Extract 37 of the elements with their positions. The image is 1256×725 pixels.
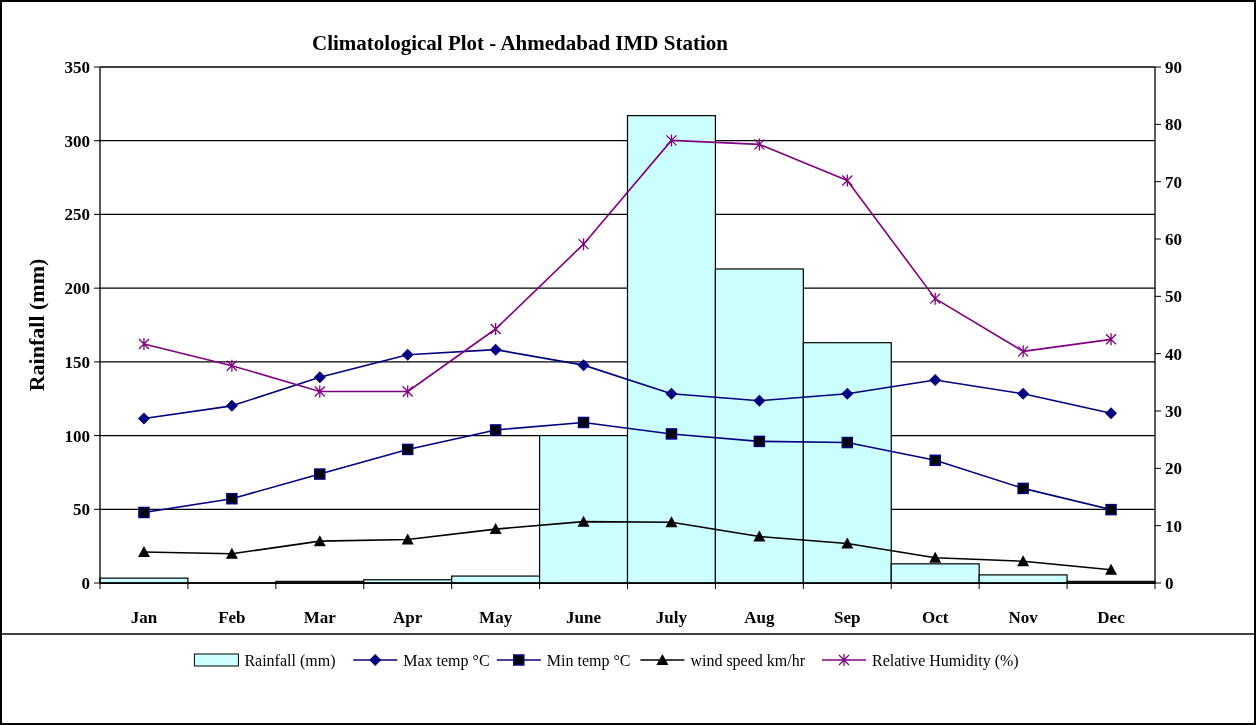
y2-tick-label: 10	[1165, 516, 1182, 536]
x-tick-label: Sep	[834, 608, 861, 627]
x-tick-label: Dec	[1097, 608, 1126, 627]
legend-label: Relative Humidity (%)	[872, 651, 1019, 670]
x-tick-label: Apr	[393, 608, 423, 627]
legend-label: wind speed km/hr	[690, 651, 806, 670]
y2-tick-label: 70	[1165, 172, 1182, 192]
y-tick-label: 50	[73, 500, 90, 520]
legend-label: Min temp °C	[546, 651, 631, 670]
x-tick-label: Aug	[744, 608, 775, 627]
y2-tick-label: 60	[1165, 229, 1182, 249]
y2-tick-label: 90	[1165, 57, 1182, 77]
x-tick-label: Mar	[303, 608, 337, 627]
legend-label: Rainfall (mm)	[244, 651, 336, 670]
y-tick-label: 150	[64, 352, 90, 372]
y-tick-label: 0	[81, 573, 90, 593]
y-axis-title: Rainfall (mm)	[24, 258, 49, 392]
y-tick-label: 250	[64, 205, 90, 225]
y2-tick-label: 50	[1165, 287, 1182, 307]
y-tick-label: 200	[64, 279, 90, 299]
y-tick-label: 300	[64, 131, 90, 151]
x-tick-label: June	[566, 608, 602, 627]
x-tick-label: July	[655, 608, 688, 627]
legend-label: Max temp °C	[403, 651, 490, 670]
y2-tick-label: 20	[1165, 459, 1182, 479]
y2-tick-label: 80	[1165, 115, 1182, 135]
x-tick-label: Jan	[130, 608, 158, 627]
x-tick-label: Nov	[1008, 608, 1039, 627]
y2-tick-label: 0	[1165, 573, 1174, 593]
x-tick-label: Oct	[921, 608, 949, 627]
y2-tick-label: 40	[1165, 344, 1182, 364]
x-tick-label: May	[479, 608, 513, 627]
chart-title: Climatological Plot - Ahmedabad IMD Station	[312, 31, 729, 55]
y-tick-label: 350	[64, 57, 90, 77]
y2-tick-label: 30	[1165, 401, 1182, 421]
x-tick-label: Feb	[218, 608, 246, 627]
y-tick-label: 100	[64, 426, 90, 446]
